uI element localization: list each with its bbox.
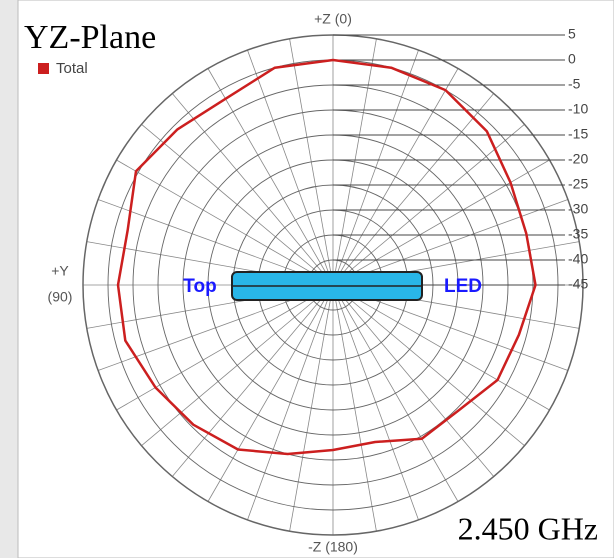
angle-label: -Z (180): [308, 539, 358, 555]
r-tick-label: -15: [568, 126, 588, 142]
r-tick-label: 5: [568, 26, 576, 42]
r-tick-label: -20: [568, 151, 588, 167]
angle-label: +Y: [51, 263, 69, 279]
r-tick-label: -30: [568, 201, 588, 217]
annotation: LED: [444, 276, 482, 297]
legend-swatch: [38, 63, 49, 74]
legend-label: Total: [56, 60, 88, 77]
r-tick-label: -45: [568, 276, 588, 292]
angle-label: (90): [48, 289, 73, 305]
frequency-label: 2.450 GHz: [458, 510, 598, 546]
r-tick-label: -40: [568, 251, 588, 267]
r-tick-label: -5: [568, 76, 581, 92]
chart-title: YZ-Plane: [24, 19, 156, 56]
r-tick-label: -10: [568, 101, 588, 117]
annotation: Top: [183, 276, 216, 297]
angle-label: +Z (0): [314, 11, 352, 27]
r-tick-label: 0: [568, 51, 576, 67]
pattern-line: [116, 58, 537, 456]
r-tick-label: -25: [568, 176, 588, 192]
r-tick-label: -35: [568, 226, 588, 242]
pattern: [116, 58, 537, 456]
